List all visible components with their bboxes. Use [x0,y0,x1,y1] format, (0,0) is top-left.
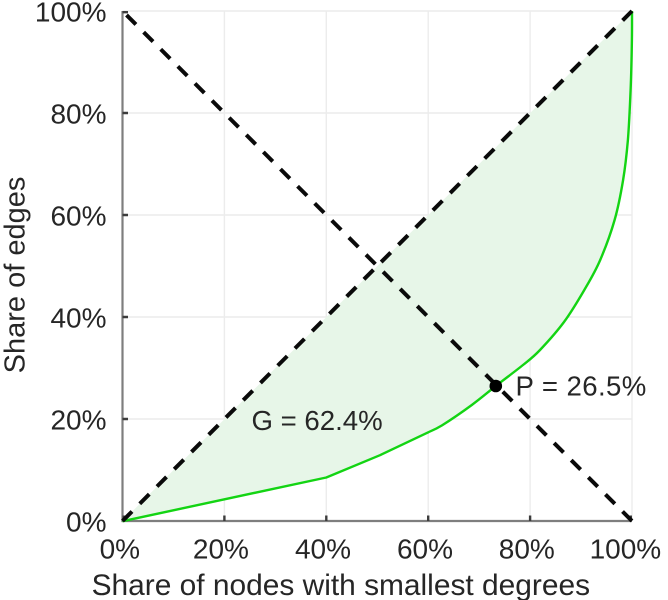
svg-text:0%: 0% [100,534,140,565]
svg-text:60%: 60% [50,201,106,232]
svg-text:80%: 80% [499,534,555,565]
svg-text:20%: 20% [193,534,249,565]
svg-text:40%: 40% [295,534,351,565]
svg-text:0%: 0% [66,507,106,538]
svg-text:20%: 20% [50,405,106,436]
svg-text:P = 26.5%: P = 26.5% [516,370,647,401]
svg-text:100%: 100% [590,534,662,565]
svg-text:100%: 100% [35,0,107,28]
svg-text:60%: 60% [397,534,453,565]
svg-text:Share of nodes with smallest d: Share of nodes with smallest degrees [92,569,590,600]
svg-text:Share of edges: Share of edges [0,177,32,374]
svg-text:80%: 80% [50,99,106,130]
svg-text:G = 62.4%: G = 62.4% [252,405,383,436]
svg-text:40%: 40% [50,303,106,334]
